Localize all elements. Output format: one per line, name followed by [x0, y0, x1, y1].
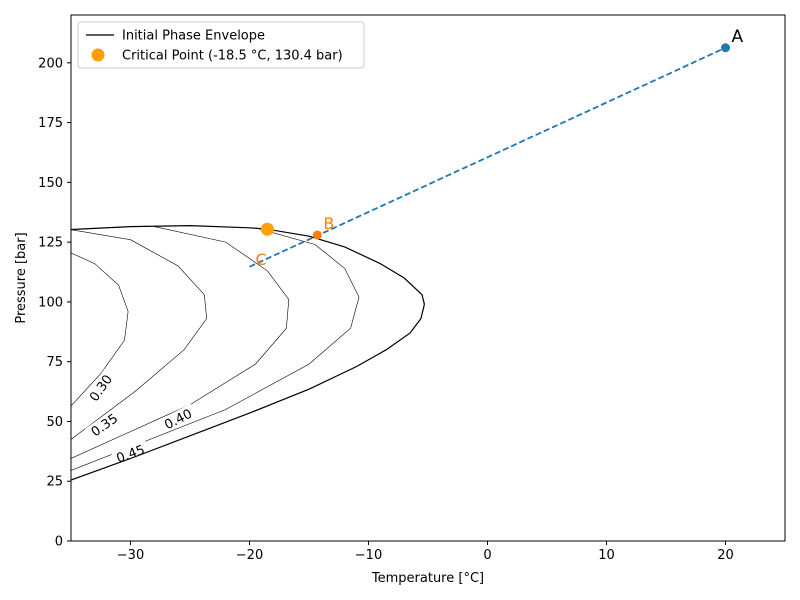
envelope-bubble-curve: [71, 224, 425, 305]
y-tick-label: 75: [46, 355, 63, 370]
legend-entry-label: Initial Phase Envelope: [122, 29, 265, 44]
x-tick-label: 10: [598, 548, 615, 563]
y-tick-label: 200: [38, 56, 63, 71]
quality-label-mask: [84, 408, 124, 442]
quality-line-0.40: [71, 226, 290, 459]
y-tick-label: 100: [38, 295, 63, 310]
quality-label-mask: [83, 368, 118, 408]
legend: Initial Phase Envelope Critical Point (-1…: [77, 21, 365, 69]
quality-line-0.45: [71, 227, 360, 471]
critical-point-marker: [260, 222, 274, 236]
legend-entry-label: Critical Point (-18.5 °C, 130.4 bar): [122, 49, 343, 64]
point-B-marker: [312, 230, 322, 240]
x-axis: −30 −20 −10 0 10 20: [117, 541, 734, 563]
quality-label-mask: [110, 440, 151, 468]
x-tick-label: 0: [483, 548, 491, 563]
quality-label-mask: [158, 403, 198, 435]
point-B-label: B: [323, 214, 334, 233]
y-tick-label: 50: [46, 415, 63, 430]
y-tick-label: 125: [38, 236, 63, 251]
x-tick-label: −20: [236, 548, 263, 563]
x-tick-label: −10: [355, 548, 382, 563]
envelope-dew-curve: [71, 304, 425, 481]
x-axis-label: Temperature [°C]: [371, 571, 484, 586]
y-axis-label: Pressure [bar]: [14, 232, 29, 323]
y-tick-label: 175: [38, 116, 63, 131]
x-tick-label: 20: [717, 548, 734, 563]
quality-line-0.35: [71, 229, 208, 440]
point-A-marker: [721, 43, 730, 53]
point-C-label: C: [256, 250, 267, 269]
legend-frame: [77, 21, 365, 69]
process-path-line: [249, 46, 726, 268]
x-tick-label: −30: [117, 548, 144, 563]
legend-marker-swatch: [91, 48, 105, 62]
y-tick-label: 0: [55, 535, 63, 550]
quality-line-0.30: [71, 252, 129, 407]
y-tick-label: 150: [38, 176, 63, 191]
y-tick-label: 25: [46, 475, 63, 490]
axes-frame: [70, 14, 786, 542]
y-axis: 0 25 50 75 100 125 150 175 200: [38, 56, 71, 550]
point-A-label: A: [732, 27, 744, 47]
